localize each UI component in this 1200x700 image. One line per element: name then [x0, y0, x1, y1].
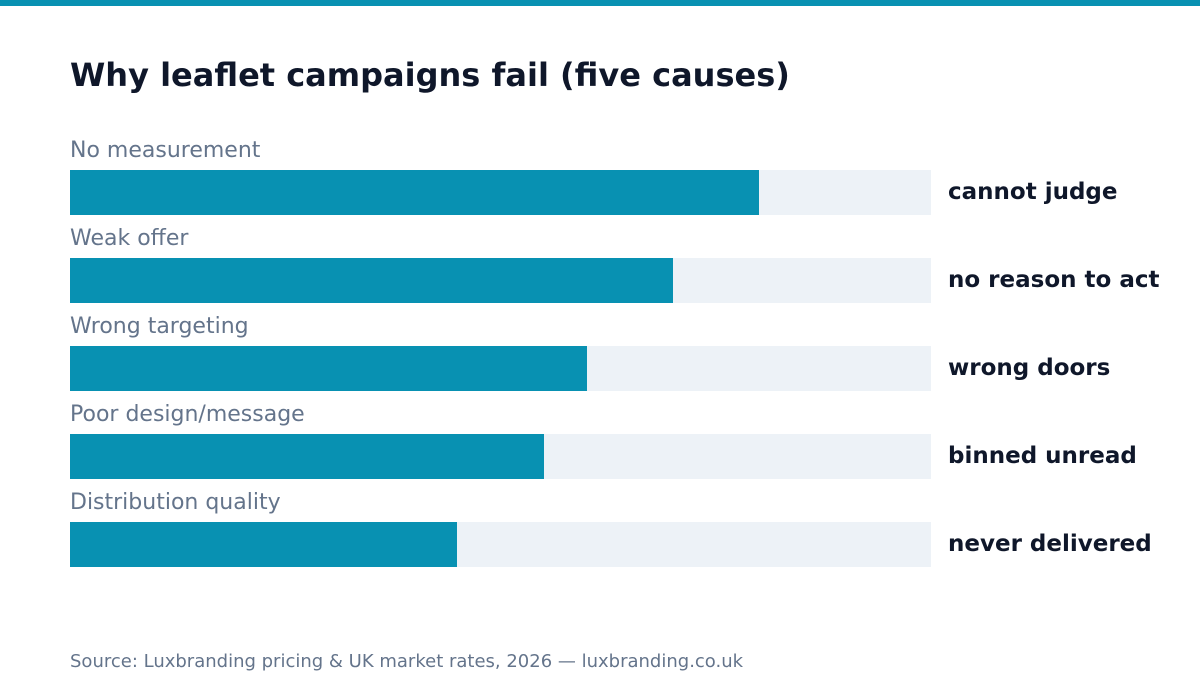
bar-track	[70, 434, 931, 479]
chart-title: Why leaflet campaigns fail (five causes)	[70, 56, 790, 94]
bar-track	[70, 346, 931, 391]
bar-category-label: Distribution quality	[70, 490, 281, 515]
bar-category-label: Wrong targeting	[70, 314, 249, 339]
bar-annotation: never delivered	[948, 531, 1152, 557]
bar-track	[70, 258, 931, 303]
bar-annotation: wrong doors	[948, 355, 1111, 381]
bar-track	[70, 522, 931, 567]
bar-category-label: Poor design/message	[70, 402, 305, 427]
bar-track	[70, 170, 931, 215]
bar-fill	[70, 170, 759, 215]
bar-fill	[70, 258, 673, 303]
bar-annotation: no reason to act	[948, 267, 1160, 293]
bar-category-label: Weak offer	[70, 226, 189, 251]
bar-fill	[70, 522, 457, 567]
source-note: Source: Luxbranding pricing & UK market …	[70, 651, 744, 672]
bar-category-label: No measurement	[70, 138, 261, 163]
bar-fill	[70, 346, 587, 391]
top-accent-rule	[0, 0, 1200, 6]
bar-fill	[70, 434, 544, 479]
bar-annotation: binned unread	[948, 443, 1137, 469]
bar-annotation: cannot judge	[948, 179, 1118, 205]
